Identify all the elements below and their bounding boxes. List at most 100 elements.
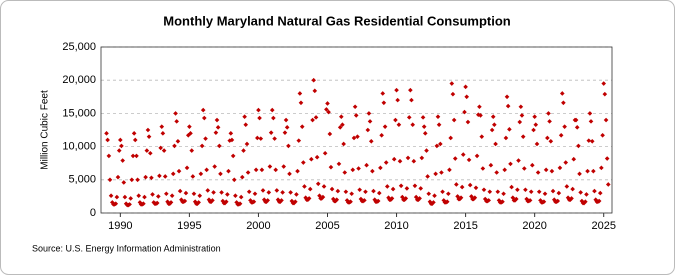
data-point	[542, 191, 548, 197]
data-point	[381, 100, 387, 106]
data-point	[409, 97, 414, 103]
plot-border	[100, 46, 613, 214]
data-point	[229, 137, 235, 143]
data-point	[366, 111, 372, 116]
data-point	[214, 117, 220, 123]
data-point	[148, 150, 153, 156]
data-point	[444, 199, 450, 205]
data-point	[493, 141, 498, 147]
data-point	[492, 122, 497, 127]
data-point	[175, 138, 181, 144]
data-point	[592, 188, 597, 194]
data-point	[349, 191, 354, 197]
x-tick-label: 1990	[108, 220, 132, 232]
data-point	[489, 127, 495, 133]
data-point	[131, 131, 137, 136]
data-point	[591, 168, 596, 174]
data-point	[478, 113, 483, 118]
data-point	[448, 135, 453, 141]
data-point	[519, 113, 525, 118]
data-point	[156, 194, 161, 199]
data-point	[328, 164, 334, 170]
data-point	[426, 191, 432, 197]
data-point	[368, 138, 374, 144]
data-point	[578, 190, 583, 195]
data-point	[351, 135, 357, 141]
data-point	[253, 167, 259, 173]
data-point	[160, 131, 166, 136]
data-point	[309, 156, 314, 162]
data-point	[129, 177, 135, 183]
data-point	[378, 165, 383, 171]
data-point	[343, 189, 349, 195]
data-point	[420, 115, 426, 120]
data-point	[550, 188, 556, 194]
data-point	[287, 171, 292, 177]
data-point	[157, 173, 162, 179]
data-point	[502, 167, 507, 173]
data-point	[490, 114, 496, 120]
data-point	[477, 104, 482, 110]
data-point	[223, 199, 229, 205]
data-point	[513, 196, 519, 202]
data-point	[118, 137, 123, 143]
data-point	[370, 168, 375, 174]
data-point	[177, 188, 183, 194]
data-point	[259, 167, 265, 173]
data-point	[500, 199, 505, 205]
data-point	[515, 187, 520, 193]
data-point	[189, 148, 195, 153]
data-point	[239, 174, 245, 180]
x-tick-label: 1995	[177, 220, 201, 232]
data-point	[476, 112, 481, 118]
data-point	[561, 100, 566, 106]
data-point	[119, 143, 124, 149]
data-point	[413, 194, 419, 200]
y-tick-label: 0	[90, 207, 96, 219]
data-point	[306, 196, 312, 201]
data-point	[296, 138, 302, 143]
data-point	[241, 148, 246, 153]
data-point	[313, 115, 319, 120]
data-point	[530, 162, 535, 168]
data-point	[264, 199, 269, 205]
y-tick-label: 10,000	[62, 141, 96, 153]
y-tick-label: 5,000	[68, 174, 96, 186]
data-point	[522, 166, 527, 171]
x-tick-label: 2015	[453, 220, 477, 232]
data-point	[334, 197, 340, 203]
data-point	[533, 122, 539, 127]
data-point	[372, 197, 378, 203]
y-tick-label: 15,000	[62, 107, 96, 119]
data-point	[357, 187, 362, 193]
data-point	[603, 117, 609, 123]
data-point	[601, 81, 607, 86]
data-point	[231, 177, 237, 183]
data-point	[219, 190, 224, 195]
data-point	[486, 198, 491, 203]
data-point	[218, 171, 223, 177]
data-point	[288, 190, 293, 195]
data-point	[122, 194, 128, 200]
data-point	[141, 201, 146, 207]
data-point	[108, 193, 114, 199]
data-point	[548, 138, 554, 144]
data-point	[512, 198, 518, 203]
data-point	[556, 190, 562, 196]
data-point	[105, 137, 110, 143]
data-point	[564, 184, 570, 189]
data-point	[433, 171, 438, 177]
data-point	[246, 189, 252, 195]
data-point	[404, 186, 410, 191]
data-point	[325, 101, 330, 106]
data-point	[167, 201, 173, 207]
data-point	[518, 104, 524, 110]
data-point	[402, 197, 407, 203]
data-point	[337, 125, 343, 130]
data-point	[227, 138, 233, 143]
data-point	[421, 124, 427, 129]
data-point	[183, 190, 189, 196]
data-point	[446, 191, 451, 197]
data-point	[190, 174, 196, 179]
